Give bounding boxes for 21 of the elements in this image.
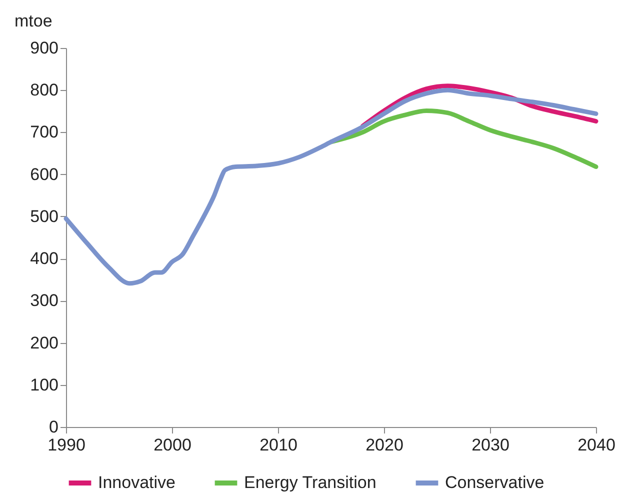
y-tick-label: 700: [30, 122, 58, 142]
x-tick-label: 2010: [260, 436, 298, 454]
y-tick-label: 0: [49, 418, 58, 436]
legend-label: Conservative: [445, 473, 544, 492]
x-tick-label: 2030: [472, 436, 510, 454]
y-tick-label: 300: [30, 291, 58, 310]
legend-label: Innovative: [98, 473, 176, 492]
y-axis-title: mtoe: [14, 12, 52, 30]
y-tick-label: 900: [30, 38, 58, 58]
y-tick-label: 200: [30, 333, 58, 352]
x-tick-label: 2040: [578, 436, 616, 454]
line-series: [64, 88, 598, 286]
x-tick-label: 2020: [366, 436, 404, 454]
y-tick-label: 100: [30, 375, 58, 394]
y-tick-label: 600: [30, 164, 58, 184]
legend-label: Energy Transition: [244, 473, 376, 492]
y-tick-label: 400: [30, 249, 58, 268]
y-tick-label: 500: [30, 206, 58, 226]
y-tick-label: 800: [30, 80, 58, 100]
x-tick-label: 1990: [48, 436, 86, 454]
x-tick-label: 2000: [154, 436, 192, 454]
